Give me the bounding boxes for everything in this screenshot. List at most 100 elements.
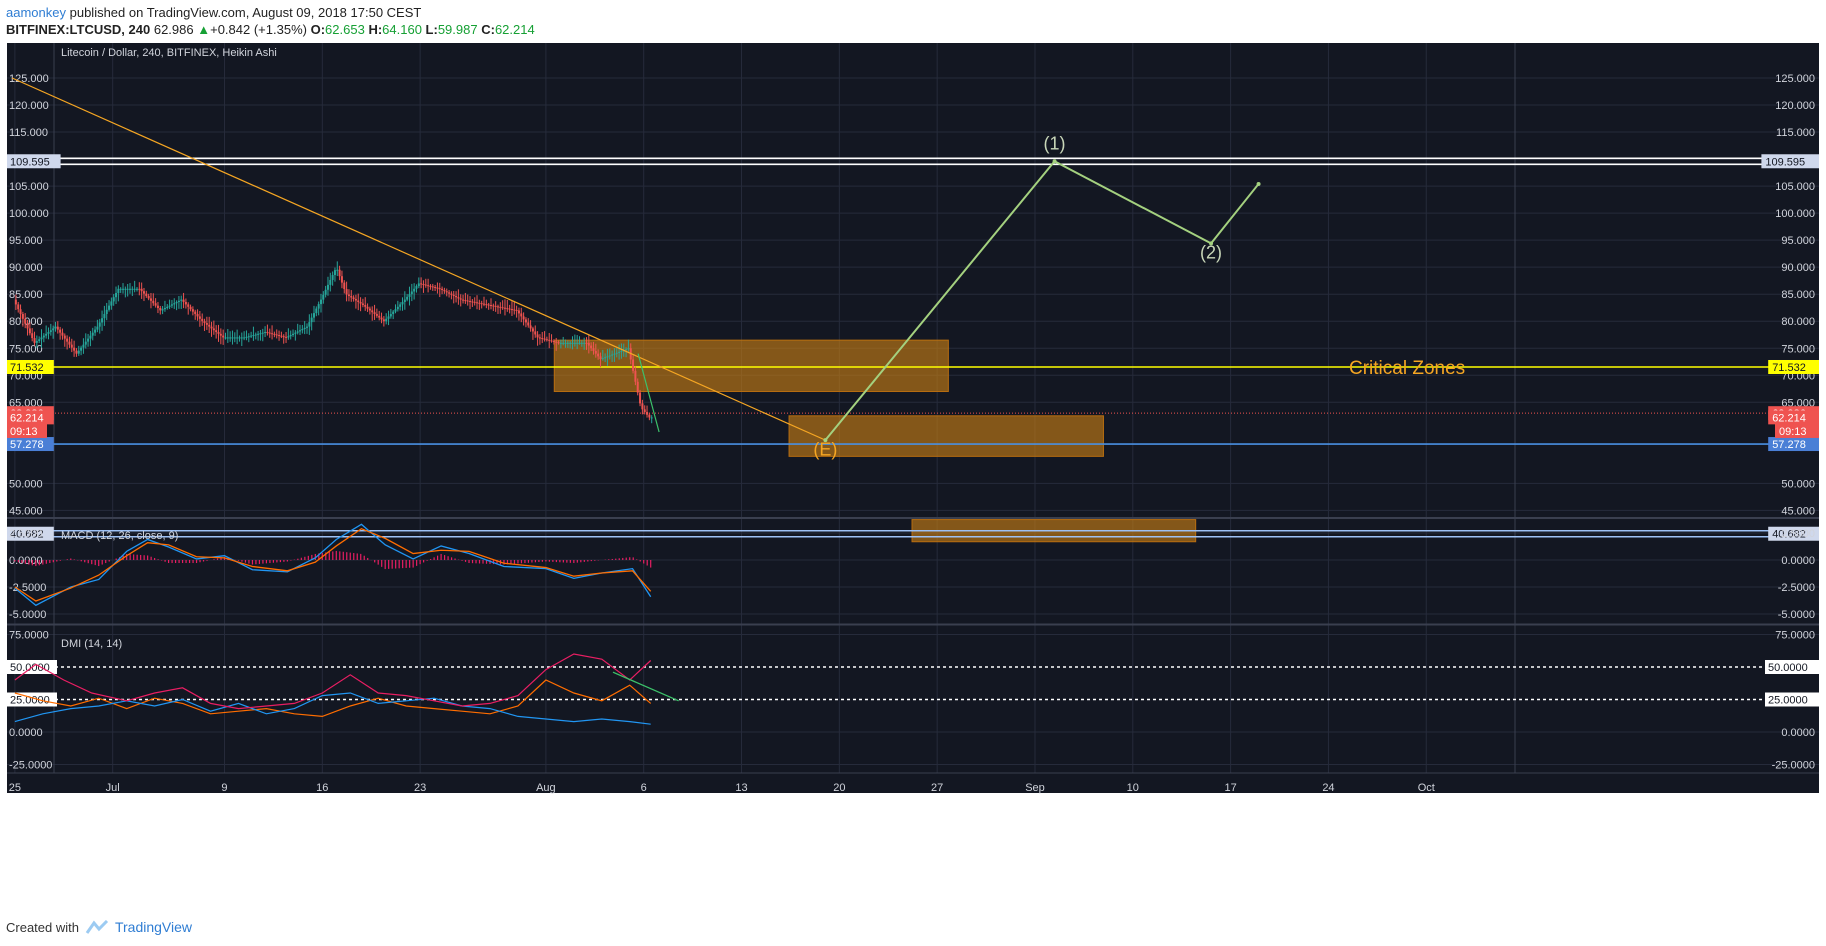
price-tag-label: 40.682 <box>1772 529 1806 541</box>
candle-body <box>387 316 390 319</box>
candle-body <box>47 332 50 334</box>
high-value: 64.160 <box>382 22 422 37</box>
candle-body <box>555 341 558 343</box>
candle-body <box>543 338 546 340</box>
candle-body <box>224 337 227 339</box>
candle-body <box>112 297 115 302</box>
candle-body <box>84 341 87 345</box>
candle-body <box>250 335 253 337</box>
candle-body <box>401 302 404 305</box>
candle-body <box>140 288 143 292</box>
candle-body <box>287 336 290 338</box>
candle-body <box>240 337 243 339</box>
candle-body <box>324 289 327 295</box>
candle-body <box>196 314 199 317</box>
dmi-trendline <box>612 671 679 702</box>
candle-body <box>597 353 600 357</box>
critical-zone <box>553 339 949 392</box>
tradingview-brand-link[interactable]: TradingView <box>114 919 193 935</box>
price-tag-bg <box>7 437 54 452</box>
wave-label: (2) <box>1200 243 1222 263</box>
y-tick-label-left: 95.000 <box>9 235 43 247</box>
candle-body <box>49 330 52 333</box>
header-line-1: aamonkey published on TradingView.com, A… <box>6 4 535 21</box>
candle-body <box>392 311 395 315</box>
dmi-tag-bg <box>1765 692 1819 707</box>
candle-body <box>17 304 20 310</box>
candle-body <box>198 316 201 319</box>
candle-body <box>459 298 462 300</box>
candle-body <box>135 288 138 290</box>
y-tick-label-right: 95.000 <box>1781 235 1815 247</box>
footer: Created with TradingView <box>6 919 192 935</box>
y-tick-label-left: 50.000 <box>9 478 43 490</box>
candle-body <box>385 318 388 322</box>
candle-body <box>257 333 260 335</box>
candle-body <box>552 341 555 343</box>
candle-body <box>322 294 325 300</box>
candle-body <box>184 302 187 305</box>
candle-body <box>98 322 101 327</box>
candle-body <box>161 309 164 311</box>
change-arrow-icon: ▲ <box>197 22 211 37</box>
candle-body <box>611 354 614 356</box>
candle-body <box>229 337 232 339</box>
candle-body <box>145 293 148 297</box>
critical-zones-label: Critical Zones <box>1349 358 1465 379</box>
candle-body <box>142 291 145 294</box>
chart-canvas[interactable]: 25 Jul 9 16 23 Aug 6 13 20 27 Sep 10 17 24 Oct 125.000 1… <box>7 43 1819 911</box>
critical-zone <box>788 415 1104 457</box>
candle-body <box>75 350 78 354</box>
candle-body <box>168 305 171 307</box>
candle-body <box>273 333 276 335</box>
macd-line <box>14 523 652 607</box>
dmi-y-tick-right: 0.0000 <box>1781 727 1815 739</box>
candle-body <box>205 323 208 325</box>
candle-body <box>252 335 255 337</box>
header-line-2: BITFINEX:LTCUSD, 240 62.986 ▲+0.842 (+1.… <box>6 21 535 38</box>
low-label: L: <box>425 22 438 37</box>
candle-body <box>131 288 134 290</box>
macd-y-tick-right: -5.0000 <box>1778 609 1815 621</box>
candle-body <box>203 321 206 324</box>
candle-body <box>310 317 313 323</box>
candle-body <box>562 342 565 344</box>
chart-title: Litecoin / Dollar, 240, BITFINEX, Heikin… <box>61 47 277 59</box>
candle-body <box>233 337 236 339</box>
candle-body <box>529 325 532 329</box>
candle-body <box>462 299 465 301</box>
wave-point <box>1052 159 1057 164</box>
candle-body <box>643 409 646 413</box>
x-tick-label: 9 <box>221 782 227 794</box>
candle-body <box>187 304 190 307</box>
x-tick-label: Oct <box>1418 782 1435 794</box>
candle-body <box>152 300 155 304</box>
candle-body <box>52 328 55 331</box>
candle-body <box>452 294 455 297</box>
candle-body <box>45 333 48 336</box>
price-tag-label: 71.532 <box>10 362 44 374</box>
candle-body <box>476 302 479 304</box>
x-tick-label: 24 <box>1322 782 1334 794</box>
candle-body <box>576 342 579 344</box>
x-tick-label: 10 <box>1127 782 1139 794</box>
candle-body <box>177 300 180 303</box>
price-tag-bg <box>1775 423 1819 438</box>
high-label: H: <box>368 22 383 37</box>
dmi-title: DMI (14, 14) <box>61 638 122 650</box>
candle-body <box>499 306 502 308</box>
candle-body <box>613 353 616 355</box>
candle-body <box>587 342 590 346</box>
candle-body <box>382 319 385 322</box>
candle-body <box>117 288 120 293</box>
candle-body <box>138 288 141 290</box>
author-link[interactable]: aamonkey <box>6 5 66 20</box>
level-lines <box>7 157 1819 538</box>
price-tag-bg <box>7 359 54 374</box>
candle-body <box>389 314 392 317</box>
chart-header: aamonkey published on TradingView.com, A… <box>6 4 535 38</box>
candle-body <box>42 335 45 338</box>
candle-body <box>434 286 437 288</box>
candle-body <box>254 334 257 336</box>
price-tag-label: 62.214 <box>1772 412 1806 424</box>
